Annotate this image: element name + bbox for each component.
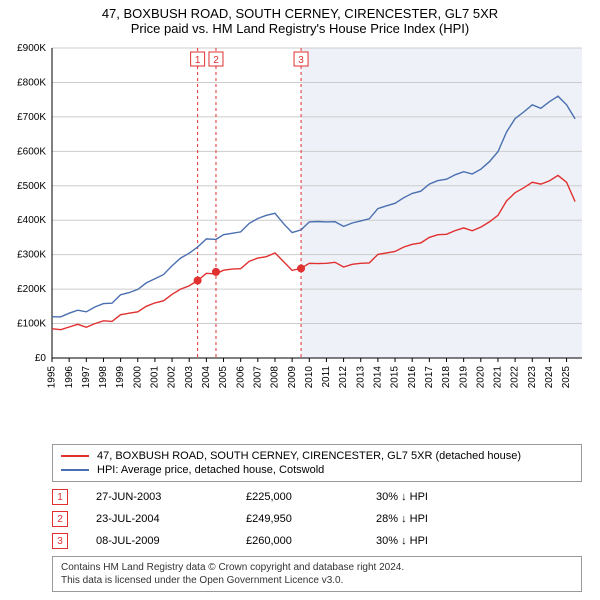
sale-marker-date: 27-JUN-2003: [96, 491, 246, 503]
svg-text:£700K: £700K: [17, 112, 46, 123]
sale-marker-price: £249,950: [246, 513, 376, 525]
sale-marker-diff: 30% ↓ HPI: [376, 491, 428, 503]
chart-area: £0 £100K £200K £300K £400K £500K £600K £700K £80…: [0, 38, 600, 438]
svg-text:1996: 1996: [64, 366, 75, 389]
svg-text:2018: 2018: [441, 366, 452, 389]
sale-marker-table: 1 27-JUN-2003 £225,000 30% ↓ HPI 2 23-JU…: [52, 486, 582, 552]
svg-text:2021: 2021: [493, 366, 504, 389]
sale-marker-diff: 28% ↓ HPI: [376, 513, 428, 525]
svg-text:3: 3: [298, 55, 304, 66]
svg-text:£200K: £200K: [17, 284, 46, 295]
legend-row-hpi: HPI: Average price, detached house, Cots…: [61, 463, 573, 477]
svg-text:2008: 2008: [270, 366, 281, 389]
svg-text:2005: 2005: [218, 366, 229, 389]
svg-text:2012: 2012: [338, 366, 349, 389]
svg-text:2015: 2015: [390, 366, 401, 389]
svg-text:1995: 1995: [47, 366, 58, 389]
sale-marker-diff: 30% ↓ HPI: [376, 535, 428, 547]
attribution-footer: Contains HM Land Registry data © Crown c…: [52, 556, 582, 592]
svg-text:£300K: £300K: [17, 250, 46, 261]
chart-title-block: 47, BOXBUSH ROAD, SOUTH CERNEY, CIRENCES…: [0, 0, 600, 38]
sale-marker-date: 08-JUL-2009: [96, 535, 246, 547]
svg-text:2004: 2004: [201, 366, 212, 389]
svg-text:2007: 2007: [252, 366, 263, 389]
svg-text:2010: 2010: [304, 366, 315, 389]
legend-label-hpi: HPI: Average price, detached house, Cots…: [97, 464, 324, 476]
svg-text:2017: 2017: [424, 366, 435, 389]
legend-label-property: 47, BOXBUSH ROAD, SOUTH CERNEY, CIRENCES…: [97, 450, 521, 462]
svg-text:£900K: £900K: [17, 43, 46, 54]
svg-text:2023: 2023: [527, 366, 538, 389]
svg-text:1: 1: [195, 55, 201, 66]
svg-text:2020: 2020: [475, 366, 486, 389]
svg-text:£0: £0: [35, 353, 47, 364]
svg-text:2003: 2003: [184, 366, 195, 389]
svg-text:£600K: £600K: [17, 146, 46, 157]
svg-text:1998: 1998: [98, 366, 109, 389]
svg-text:2000: 2000: [132, 366, 143, 389]
legend-row-property: 47, BOXBUSH ROAD, SOUTH CERNEY, CIRENCES…: [61, 449, 573, 463]
sale-marker-row: 3 08-JUL-2009 £260,000 30% ↓ HPI: [52, 530, 582, 552]
svg-text:2014: 2014: [373, 366, 384, 389]
legend-swatch-property: [61, 455, 89, 457]
footer-line2: This data is licensed under the Open Gov…: [61, 574, 573, 587]
legend-box: 47, BOXBUSH ROAD, SOUTH CERNEY, CIRENCES…: [52, 444, 582, 482]
chart-title-line1: 47, BOXBUSH ROAD, SOUTH CERNEY, CIRENCES…: [0, 6, 600, 21]
svg-text:2009: 2009: [287, 366, 298, 389]
svg-text:2022: 2022: [510, 366, 521, 389]
sale-marker-price: £225,000: [246, 491, 376, 503]
sale-marker-row: 1 27-JUN-2003 £225,000 30% ↓ HPI: [52, 486, 582, 508]
legend-swatch-hpi: [61, 469, 89, 471]
chart-title-line2: Price paid vs. HM Land Registry's House …: [0, 21, 600, 36]
svg-text:1999: 1999: [115, 366, 126, 389]
chart-svg: £0 £100K £200K £300K £400K £500K £600K £700K £80…: [0, 38, 600, 438]
svg-text:£100K: £100K: [17, 319, 46, 330]
svg-text:2011: 2011: [321, 366, 332, 388]
sale-marker-date: 23-JUL-2004: [96, 513, 246, 525]
svg-text:£500K: £500K: [17, 181, 46, 192]
svg-text:2013: 2013: [355, 366, 366, 389]
svg-text:£800K: £800K: [17, 77, 46, 88]
sale-marker-badge-3: 3: [52, 533, 68, 549]
svg-text:2006: 2006: [235, 366, 246, 389]
svg-text:2016: 2016: [407, 366, 418, 389]
sale-marker-row: 2 23-JUL-2004 £249,950 28% ↓ HPI: [52, 508, 582, 530]
svg-text:2002: 2002: [167, 366, 178, 389]
svg-text:2024: 2024: [544, 366, 555, 389]
footer-line1: Contains HM Land Registry data © Crown c…: [61, 561, 573, 574]
sale-marker-badge-1: 1: [52, 489, 68, 505]
sale-marker-price: £260,000: [246, 535, 376, 547]
svg-text:2001: 2001: [150, 366, 161, 389]
svg-text:2019: 2019: [458, 366, 469, 389]
svg-text:2025: 2025: [561, 366, 572, 389]
sale-marker-badge-2: 2: [52, 511, 68, 527]
svg-text:£400K: £400K: [17, 215, 46, 226]
svg-text:1997: 1997: [81, 366, 92, 389]
svg-text:2: 2: [213, 55, 219, 66]
